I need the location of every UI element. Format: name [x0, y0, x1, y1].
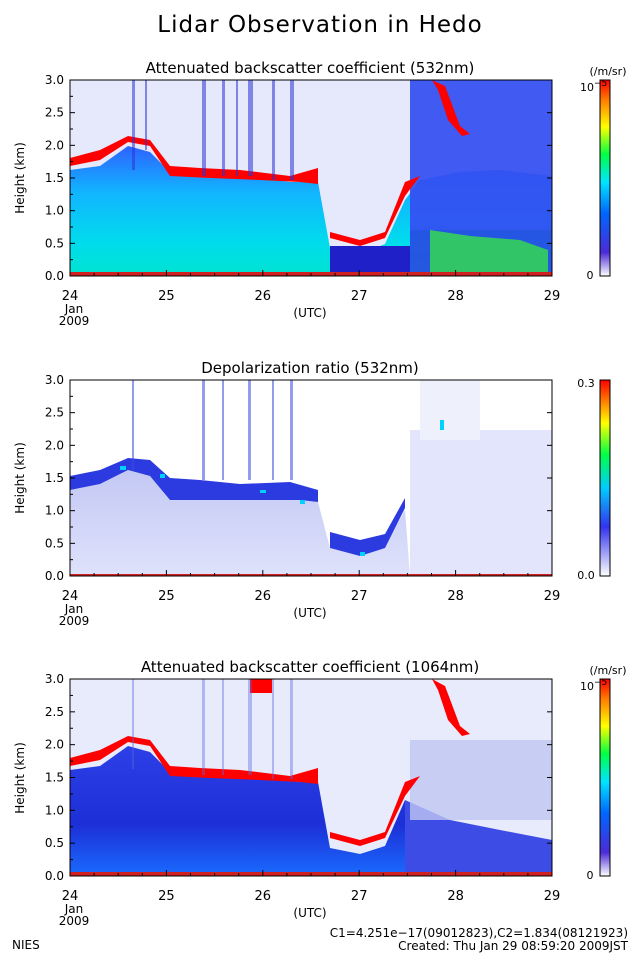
x-axis-year: 2009	[59, 614, 90, 628]
y-tick-label: 0.5	[45, 236, 64, 250]
panel-532-backscatter: Attenuated backscatter coefficient (532n…	[13, 59, 626, 328]
x-tick-label: 28	[447, 589, 464, 604]
x-axis-month: Jan	[64, 902, 84, 916]
y-tick-label: 1.0	[45, 803, 64, 817]
y-tick-label: 1.0	[45, 504, 64, 518]
y-tick-label: 2.5	[45, 705, 64, 719]
x-axis-month: Jan	[64, 302, 84, 316]
x-axis-unit: (UTC)	[293, 306, 326, 320]
footer-institution: NIES	[12, 938, 40, 952]
x-ticks: 24 25 26 27 28 29	[62, 570, 561, 604]
panel-title: Attenuated backscatter coefficient (532n…	[146, 59, 475, 77]
x-tick-label: 29	[544, 589, 561, 604]
colorbar-max: 10−5	[580, 79, 607, 94]
x-tick-label: 25	[158, 889, 175, 904]
footer-calibration: C1=4.251e−17(09012823),C2=1.834(08121923…	[329, 926, 628, 940]
x-axis-month: Jan	[64, 602, 84, 616]
x-tick-label: 26	[255, 289, 272, 304]
y-tick-label: 1.5	[45, 171, 64, 185]
x-tick-label: 27	[351, 289, 368, 304]
x-tick-label: 25	[158, 589, 175, 604]
x-axis-unit: (UTC)	[293, 906, 326, 920]
colorbar-min: 0.0	[577, 569, 595, 582]
x-tick-label: 28	[447, 289, 464, 304]
y-tick-label: 1.5	[45, 471, 64, 485]
y-tick-label: 3.0	[45, 672, 64, 686]
y-tick-label: 3.0	[45, 73, 64, 87]
y-tick-label: 2.0	[45, 438, 64, 452]
y-axis-label: Height (km)	[13, 442, 27, 513]
colorbar-max: 0.3	[577, 377, 595, 390]
panel-title: Depolarization ratio (532nm)	[201, 359, 419, 377]
y-tick-label: 2.5	[45, 406, 64, 420]
x-tick-label: 28	[447, 889, 464, 904]
colorbar: 0.3 0.0	[577, 377, 611, 582]
y-tick-label: 3.0	[45, 373, 64, 387]
x-tick-label: 24	[62, 289, 79, 304]
y-tick-label: 0.5	[45, 536, 64, 550]
footer-created: Created: Thu Jan 29 08:59:20 2009JST	[398, 939, 628, 953]
y-tick-label: 0.0	[45, 869, 64, 883]
colorbar-min: 0	[587, 269, 594, 282]
heatmap-image	[70, 679, 552, 876]
colorbar: (/m/sr) 10−5 0	[580, 664, 626, 882]
x-tick-label: 26	[255, 589, 272, 604]
x-tick-label: 24	[62, 889, 79, 904]
y-axis-label: Height (km)	[13, 742, 27, 813]
panel-1064-backscatter: Attenuated backscatter coefficient (1064…	[13, 658, 626, 928]
x-ticks: 24 25 26 27 28 29	[62, 270, 561, 304]
y-tick-label: 0.0	[45, 569, 64, 583]
panel-title: Attenuated backscatter coefficient (1064…	[141, 658, 479, 676]
x-axis-year: 2009	[59, 314, 90, 328]
y-tick-label: 2.0	[45, 138, 64, 152]
x-tick-label: 27	[351, 889, 368, 904]
y-tick-label: 2.0	[45, 738, 64, 752]
y-ticks: 0.0 0.5 1.0 1.5 2.0 2.5 3.0	[45, 373, 552, 583]
x-axis-year: 2009	[59, 914, 90, 928]
colorbar: (/m/sr) 10−5 0	[580, 65, 626, 282]
colorbar-min: 0	[587, 869, 594, 882]
x-tick-label: 27	[351, 589, 368, 604]
panel-532-depolarization: Depolarization ratio (532nm) 0.0 0.5 1.0 1.…	[13, 359, 611, 628]
x-tick-label: 26	[255, 889, 272, 904]
x-tick-label: 24	[62, 589, 79, 604]
x-axis-unit: (UTC)	[293, 606, 326, 620]
x-tick-label: 29	[544, 889, 561, 904]
colorbar-max: 10−5	[580, 678, 607, 693]
y-tick-label: 2.5	[45, 106, 64, 120]
colorbar-unit: (/m/sr)	[590, 65, 627, 78]
y-tick-label: 1.0	[45, 204, 64, 218]
x-tick-label: 25	[158, 289, 175, 304]
y-ticks: 0.0 0.5 1.0 1.5 2.0 2.5 3.0	[45, 672, 552, 883]
y-ticks: 0.0 0.5 1.0 1.5 2.0 2.5 3.0	[45, 73, 552, 283]
y-axis-label: Height (km)	[13, 142, 27, 213]
x-ticks: 24 25 26 27 28 29	[62, 870, 561, 904]
y-tick-label: 0.0	[45, 269, 64, 283]
y-tick-label: 0.5	[45, 836, 64, 850]
y-tick-label: 1.5	[45, 771, 64, 785]
colorbar-unit: (/m/sr)	[590, 664, 627, 677]
heatmap-image	[70, 380, 552, 576]
main-title: Lidar Observation in Hedo	[157, 12, 483, 38]
heatmap-image	[70, 80, 552, 276]
x-tick-label: 29	[544, 289, 561, 304]
